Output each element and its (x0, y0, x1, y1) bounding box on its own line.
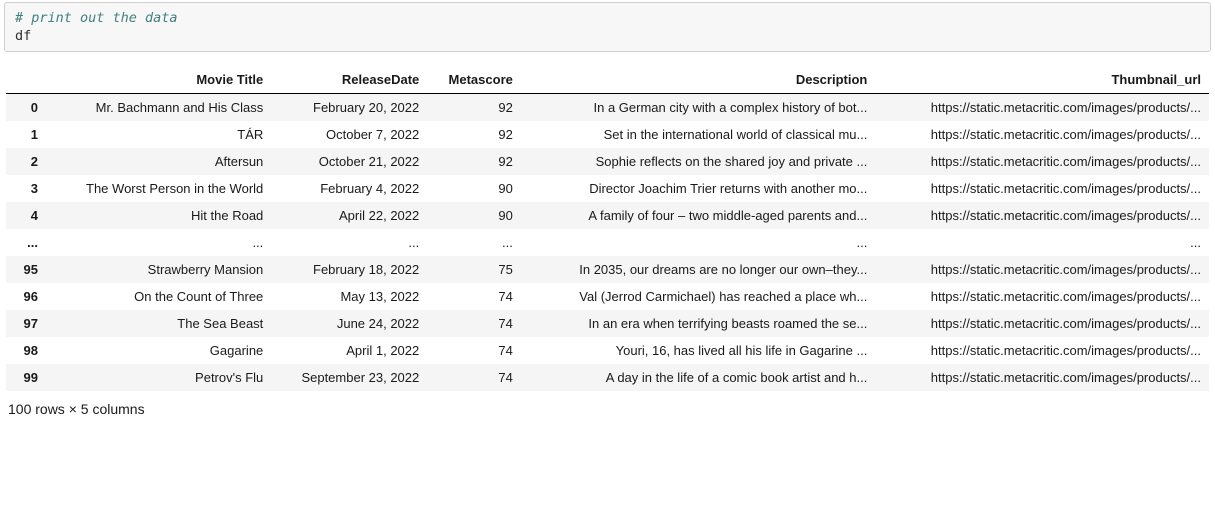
table-cell: Set in the international world of classi… (521, 121, 875, 148)
table-cell: Strawberry Mansion (46, 256, 271, 283)
table-row: 96On the Count of ThreeMay 13, 202274Val… (6, 283, 1209, 310)
index-header-blank (6, 66, 46, 94)
dataframe-table: Movie Title ReleaseDate Metascore Descri… (6, 66, 1209, 391)
table-cell: February 4, 2022 (271, 175, 427, 202)
table-cell: https://static.metacritic.com/images/pro… (875, 310, 1209, 337)
table-cell: TÁR (46, 121, 271, 148)
table-cell: Hit the Road (46, 202, 271, 229)
table-header: Movie Title ReleaseDate Metascore Descri… (6, 66, 1209, 94)
table-cell: 74 (427, 283, 521, 310)
row-index: 97 (6, 310, 46, 337)
table-cell: https://static.metacritic.com/images/pro… (875, 364, 1209, 391)
table-cell: 75 (427, 256, 521, 283)
row-index: ... (6, 229, 46, 256)
table-cell: 92 (427, 121, 521, 148)
code-comment: # print out the data (15, 10, 178, 26)
table-cell: February 18, 2022 (271, 256, 427, 283)
table-cell: February 20, 2022 (271, 94, 427, 122)
col-header: ReleaseDate (271, 66, 427, 94)
table-cell: https://static.metacritic.com/images/pro… (875, 121, 1209, 148)
table-cell: October 21, 2022 (271, 148, 427, 175)
code-line: df (15, 27, 1200, 45)
row-index: 1 (6, 121, 46, 148)
table-cell: Aftersun (46, 148, 271, 175)
table-row: 4Hit the RoadApril 22, 202290A family of… (6, 202, 1209, 229)
table-cell: On the Count of Three (46, 283, 271, 310)
table-cell: ... (271, 229, 427, 256)
shape-info: 100 rows × 5 columns (6, 391, 1209, 421)
table-cell: 92 (427, 94, 521, 122)
table-row: 99Petrov's FluSeptember 23, 202274A day … (6, 364, 1209, 391)
table-cell: In 2035, our dreams are no longer our ow… (521, 256, 875, 283)
code-cell: # print out the data df (4, 2, 1211, 52)
table-cell: 92 (427, 148, 521, 175)
table-cell: Gagarine (46, 337, 271, 364)
table-cell: A day in the life of a comic book artist… (521, 364, 875, 391)
table-cell: April 22, 2022 (271, 202, 427, 229)
table-cell: https://static.metacritic.com/images/pro… (875, 175, 1209, 202)
col-header: Description (521, 66, 875, 94)
table-cell: https://static.metacritic.com/images/pro… (875, 283, 1209, 310)
table-cell: Sophie reflects on the shared joy and pr… (521, 148, 875, 175)
table-row: 1TÁROctober 7, 202292Set in the internat… (6, 121, 1209, 148)
table-row: 0Mr. Bachmann and His ClassFebruary 20, … (6, 94, 1209, 122)
table-cell: September 23, 2022 (271, 364, 427, 391)
row-index: 0 (6, 94, 46, 122)
row-index: 98 (6, 337, 46, 364)
table-cell: The Sea Beast (46, 310, 271, 337)
table-cell: May 13, 2022 (271, 283, 427, 310)
table-row: 97The Sea BeastJune 24, 202274In an era … (6, 310, 1209, 337)
table-cell: June 24, 2022 (271, 310, 427, 337)
table-cell: October 7, 2022 (271, 121, 427, 148)
table-cell: 74 (427, 310, 521, 337)
row-index: 4 (6, 202, 46, 229)
table-row: 2AftersunOctober 21, 202292Sophie reflec… (6, 148, 1209, 175)
col-header: Movie Title (46, 66, 271, 94)
table-cell: Director Joachim Trier returns with anot… (521, 175, 875, 202)
table-cell: 74 (427, 364, 521, 391)
table-cell: ... (521, 229, 875, 256)
table-row: 3The Worst Person in the WorldFebruary 4… (6, 175, 1209, 202)
table-cell: Val (Jerrod Carmichael) has reached a pl… (521, 283, 875, 310)
col-header: Thumbnail_url (875, 66, 1209, 94)
table-cell: 90 (427, 202, 521, 229)
table-cell: https://static.metacritic.com/images/pro… (875, 94, 1209, 122)
row-index: 96 (6, 283, 46, 310)
table-cell: 90 (427, 175, 521, 202)
table-cell: ... (875, 229, 1209, 256)
table-cell: Mr. Bachmann and His Class (46, 94, 271, 122)
table-cell: https://static.metacritic.com/images/pro… (875, 256, 1209, 283)
row-index: 95 (6, 256, 46, 283)
row-index: 2 (6, 148, 46, 175)
table-body: 0Mr. Bachmann and His ClassFebruary 20, … (6, 94, 1209, 392)
table-row: 95Strawberry MansionFebruary 18, 202275I… (6, 256, 1209, 283)
table-cell: April 1, 2022 (271, 337, 427, 364)
table-cell: Petrov's Flu (46, 364, 271, 391)
table-cell: https://static.metacritic.com/images/pro… (875, 337, 1209, 364)
col-header: Metascore (427, 66, 521, 94)
row-index: 99 (6, 364, 46, 391)
table-cell: In an era when terrifying beasts roamed … (521, 310, 875, 337)
table-cell: https://static.metacritic.com/images/pro… (875, 202, 1209, 229)
table-row: .................. (6, 229, 1209, 256)
row-index: 3 (6, 175, 46, 202)
table-cell: 74 (427, 337, 521, 364)
table-cell: ... (427, 229, 521, 256)
output-area: Movie Title ReleaseDate Metascore Descri… (0, 66, 1215, 427)
table-cell: ... (46, 229, 271, 256)
table-cell: A family of four – two middle-aged paren… (521, 202, 875, 229)
table-cell: https://static.metacritic.com/images/pro… (875, 148, 1209, 175)
table-cell: Youri, 16, has lived all his life in Gag… (521, 337, 875, 364)
table-cell: The Worst Person in the World (46, 175, 271, 202)
table-cell: In a German city with a complex history … (521, 94, 875, 122)
table-row: 98GagarineApril 1, 202274Youri, 16, has … (6, 337, 1209, 364)
